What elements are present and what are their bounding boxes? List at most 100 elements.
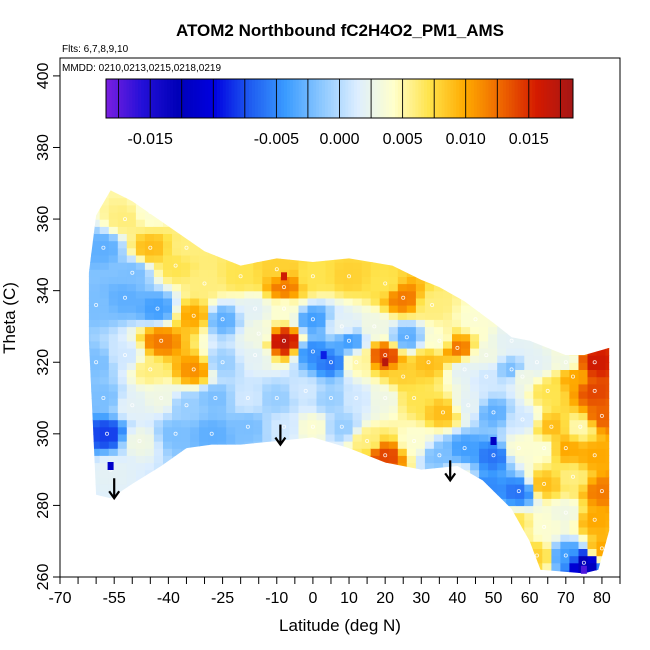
heat-cell: [280, 197, 290, 206]
heat-cell: [135, 333, 146, 342]
heat-cell: [325, 383, 336, 392]
sample-point: [281, 306, 286, 311]
heat-cell: [163, 498, 173, 507]
heat-cell: [397, 548, 408, 557]
heat-cell: [406, 226, 417, 234]
heat-cell: [452, 319, 462, 328]
heat-cell: [126, 541, 137, 549]
heat-cell: [605, 204, 610, 213]
heat-cell: [452, 441, 462, 449]
heat-cell: [397, 491, 408, 499]
heat-cell: [596, 491, 607, 499]
heat-cell: [144, 491, 155, 499]
heat-cell: [172, 469, 182, 478]
heat-cell: [497, 534, 507, 542]
x-tick-label: 0: [308, 590, 317, 607]
heat-cell: [479, 398, 489, 406]
heat-cell: [461, 333, 471, 342]
heat-cell: [117, 476, 128, 485]
heat-cell: [488, 204, 498, 213]
heat-cell: [388, 476, 399, 485]
heat-cell: [388, 483, 399, 492]
heat-cell: [316, 312, 327, 320]
heat-cell: [397, 369, 408, 378]
heat-cell: [199, 526, 209, 535]
heat-cell: [343, 319, 354, 328]
heat-cell: [533, 290, 543, 299]
heat-cell: [280, 240, 290, 249]
colorbar-segment: [482, 79, 486, 118]
heat-cell: [560, 369, 570, 378]
heat-cell: [126, 326, 137, 335]
heat-cell: [370, 262, 381, 270]
heat-cell: [461, 455, 471, 464]
sample-point: [437, 453, 442, 458]
heat-cell: [280, 491, 290, 499]
heat-cell: [144, 555, 155, 564]
heat-cell: [587, 541, 598, 549]
heat-cell: [271, 491, 281, 499]
heat-cell: [542, 219, 552, 227]
heat-cell: [361, 312, 372, 320]
heat-cell: [615, 470, 625, 478]
heat-cell: [334, 519, 345, 528]
heat-cell: [551, 240, 561, 249]
heat-cell: [298, 290, 309, 299]
heat-cell: [615, 369, 625, 377]
heat-cell: [172, 534, 182, 542]
colorbar-segment: [537, 79, 542, 118]
colorbar-segment: [421, 79, 425, 118]
heat-cell: [235, 211, 245, 220]
heat-cell: [515, 247, 525, 256]
heat-cell: [415, 283, 426, 292]
heat-cell: [235, 262, 245, 270]
heat-cell: [334, 190, 345, 192]
heat-cell: [108, 355, 119, 363]
heat-cell: [361, 262, 372, 270]
heat-cell: [443, 405, 453, 413]
heat-cell: [153, 555, 164, 564]
heat-cell: [488, 562, 498, 571]
heat-cell: [506, 204, 516, 213]
heat-cell: [461, 562, 471, 571]
heat-cell: [605, 462, 610, 471]
heat-cell: [90, 312, 101, 320]
heat-cell: [144, 483, 155, 492]
heat-cell: [235, 412, 245, 421]
heat-cell: [199, 369, 209, 378]
heat-cell: [253, 276, 263, 285]
heat-cell: [352, 204, 363, 213]
heat-cell: [406, 190, 417, 199]
sample-point: [455, 474, 460, 479]
heat-cell: [190, 448, 200, 456]
heat-cell: [461, 569, 471, 574]
heat-cell: [506, 290, 516, 299]
heat-cell: [424, 347, 435, 356]
heat-cell: [172, 347, 182, 356]
heat-cell: [108, 333, 119, 342]
heat-cell: [515, 462, 525, 471]
heat-cell: [433, 197, 444, 206]
heat-cell: [470, 505, 480, 514]
heat-cell: [199, 262, 209, 270]
heat-cell: [289, 190, 299, 192]
heat-cell: [397, 355, 408, 363]
heat-cell: [199, 462, 209, 471]
heat-cell: [596, 226, 607, 234]
heat-cell: [578, 276, 589, 285]
heat-cell: [298, 548, 309, 557]
heat-cell: [379, 476, 390, 485]
heat-cell: [415, 333, 426, 342]
heat-cell: [163, 441, 173, 449]
heat-cell: [90, 476, 101, 485]
heat-cell: [99, 469, 110, 478]
heat-cell: [235, 319, 245, 328]
heat-cell: [433, 483, 444, 492]
sample-point: [328, 360, 333, 365]
heat-cell: [488, 541, 498, 549]
extreme-sample: [281, 272, 287, 281]
heat-cell: [298, 569, 309, 574]
heat-cell: [587, 519, 598, 528]
heat-cell: [88, 526, 92, 535]
heat-cell: [433, 269, 444, 277]
